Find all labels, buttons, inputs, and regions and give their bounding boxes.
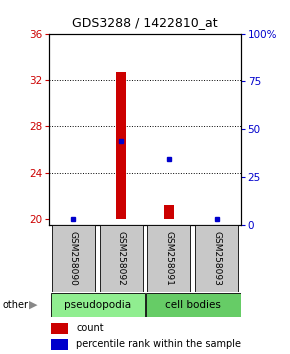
Text: GSM258092: GSM258092 bbox=[117, 231, 126, 286]
Text: GSM258091: GSM258091 bbox=[164, 231, 173, 286]
Bar bbox=[99, 225, 143, 292]
Bar bbox=[195, 225, 238, 292]
Text: ▶: ▶ bbox=[29, 300, 37, 310]
Text: count: count bbox=[76, 323, 104, 333]
Bar bbox=[51, 339, 68, 350]
Bar bbox=[116, 72, 126, 219]
Text: GSM258093: GSM258093 bbox=[212, 231, 221, 286]
Bar bbox=[164, 205, 174, 219]
Text: percentile rank within the sample: percentile rank within the sample bbox=[76, 339, 241, 349]
Bar bbox=[146, 293, 241, 317]
Text: GDS3288 / 1422810_at: GDS3288 / 1422810_at bbox=[72, 16, 218, 29]
Text: other: other bbox=[3, 300, 29, 310]
Bar bbox=[51, 293, 145, 317]
Bar bbox=[51, 323, 68, 334]
Bar bbox=[52, 225, 95, 292]
Text: GSM258090: GSM258090 bbox=[69, 231, 78, 286]
Text: cell bodies: cell bodies bbox=[165, 300, 221, 310]
Bar bbox=[147, 225, 191, 292]
Text: pseudopodia: pseudopodia bbox=[64, 300, 131, 310]
